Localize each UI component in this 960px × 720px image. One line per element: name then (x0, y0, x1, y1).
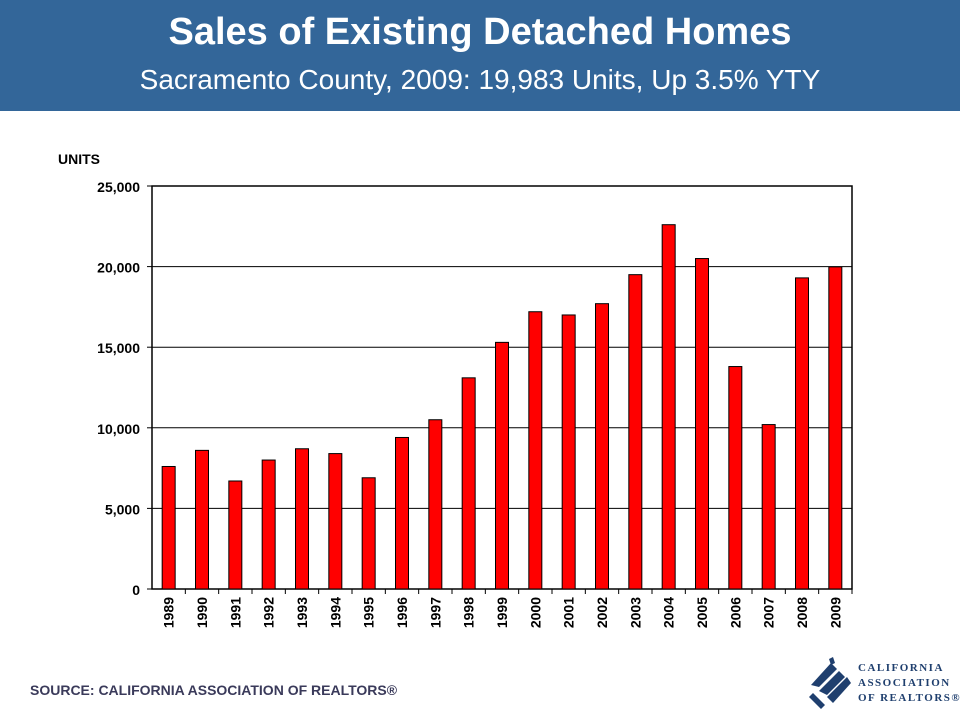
logo-line-3: OF REALTORS® (858, 692, 960, 704)
bar (261, 459, 276, 590)
x-tick-label: 1993 (294, 597, 310, 628)
x-tick-label: 2007 (761, 597, 777, 628)
bar (628, 274, 643, 590)
car-logo-icon (809, 657, 851, 709)
bar (495, 341, 509, 590)
y-tick-label: 15,000 (97, 340, 140, 356)
bar (161, 465, 176, 590)
y-tick-label: 10,000 (97, 421, 140, 437)
bar (695, 258, 709, 590)
y-tick-label: 5,000 (105, 501, 140, 517)
bar (228, 480, 243, 590)
x-tick-label: 2000 (527, 597, 543, 628)
bar (195, 449, 209, 590)
x-tick-label: 1995 (361, 597, 377, 628)
y-tick-label: 20,000 (97, 260, 140, 276)
y-tick-label: 0 (132, 582, 140, 598)
bar (661, 224, 676, 590)
bar (761, 424, 776, 590)
logo-line-1: CALIFORNIA (858, 662, 944, 674)
x-tick-label: 1999 (494, 597, 510, 628)
x-tick-label: 1994 (327, 597, 343, 628)
bar (795, 277, 809, 590)
x-tick-label: 1989 (161, 597, 177, 628)
x-tick-label: 1998 (461, 597, 477, 628)
x-tick-label: 1990 (194, 597, 210, 628)
x-tick-label: 2002 (594, 597, 610, 628)
bar (461, 377, 476, 590)
bar (828, 266, 843, 590)
page-title: Sales of Existing Detached Homes (168, 11, 792, 53)
bar (328, 453, 343, 590)
bar (561, 314, 576, 590)
bar-chart: 0 5,000 10,000 15,000 20,000 25,000 UNITS 1989 1… (58, 151, 853, 628)
header-banner: Sales of Existing Detached Homes Sacrame… (0, 0, 960, 111)
x-tick-label: 1992 (261, 597, 277, 628)
logo-line-2: ASSOCIATION (858, 677, 951, 689)
x-tick-label: 2009 (827, 597, 843, 628)
car-logo: CALIFORNIA ASSOCIATION OF REALTORS® (805, 655, 960, 715)
bar (361, 477, 376, 590)
x-tick-label: 2005 (694, 597, 710, 628)
y-axis-label: UNITS (58, 151, 100, 167)
x-tick-label: 2006 (727, 597, 743, 628)
x-tick-label: 2008 (794, 597, 810, 628)
source-note: SOURCE: CALIFORNIA ASSOCIATION OF REALTO… (30, 682, 398, 698)
y-tick-label: 25,000 (97, 179, 140, 195)
bar (395, 436, 409, 590)
page-subtitle: Sacramento County, 2009: 19,983 Units, U… (139, 64, 821, 95)
x-tick-label: 2003 (627, 597, 643, 628)
x-tick-label: 1996 (394, 597, 410, 628)
x-tick-label: 1991 (227, 597, 243, 628)
x-tick-label: 2001 (561, 597, 577, 628)
bar (295, 448, 309, 590)
bar (728, 366, 743, 590)
x-tick-label: 2004 (661, 597, 677, 628)
bar (428, 419, 443, 590)
bar (595, 303, 609, 590)
x-tick-label: 1997 (427, 597, 443, 628)
bar (528, 311, 543, 590)
